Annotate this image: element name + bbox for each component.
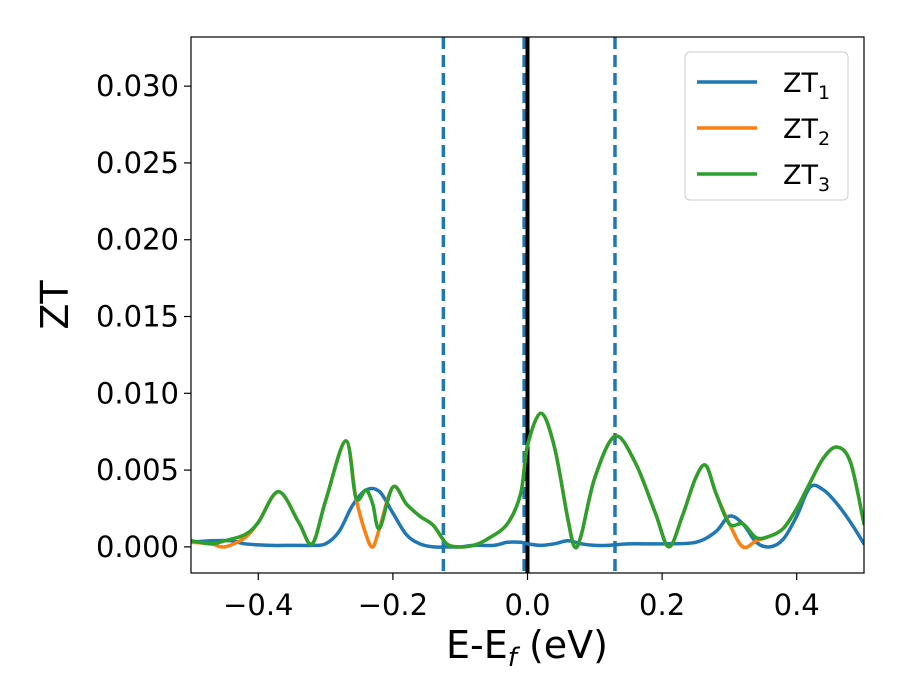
x-axis-label-suffix: (eV) (517, 623, 608, 667)
x-axis: −0.4 −0.2 0.0 0.2 0.4 (223, 573, 820, 622)
vertical-reference-lines (441, 37, 617, 573)
y-tick-label: 0.000 (96, 530, 179, 564)
x-tick-label: 0.0 (504, 588, 550, 622)
y-tick-label: 0.005 (96, 453, 179, 487)
legend-label-zt1: ZT1 (783, 68, 830, 104)
y-tick-label: 0.010 (96, 376, 179, 410)
x-tick-label: −0.2 (358, 588, 428, 622)
y-axis: 0.000 0.005 0.010 0.015 0.020 0.025 0.030 (96, 69, 191, 564)
y-tick-label: 0.030 (96, 69, 179, 103)
x-axis-label: E-Ef (eV) (446, 623, 608, 673)
y-tick-label: 0.025 (96, 146, 179, 180)
x-tick-label: 0.4 (774, 588, 820, 622)
series-line-zt1 (191, 483, 864, 549)
y-axis-label: ZT (33, 280, 77, 330)
y-tick-label: 0.015 (96, 300, 179, 334)
legend-box (684, 51, 849, 201)
y-tick-label: 0.020 (96, 223, 179, 257)
x-tick-label: −0.4 (223, 588, 293, 622)
legend-label-zt3: ZT3 (783, 160, 830, 196)
x-axis-label-main: E-E (446, 623, 508, 667)
legend: ZT1 ZT2 ZT3 (684, 51, 849, 201)
series-lines (191, 411, 864, 550)
x-tick-label: 0.2 (639, 588, 685, 622)
legend-label-zt2: ZT2 (783, 114, 830, 150)
series-line-zt3 (191, 411, 864, 550)
